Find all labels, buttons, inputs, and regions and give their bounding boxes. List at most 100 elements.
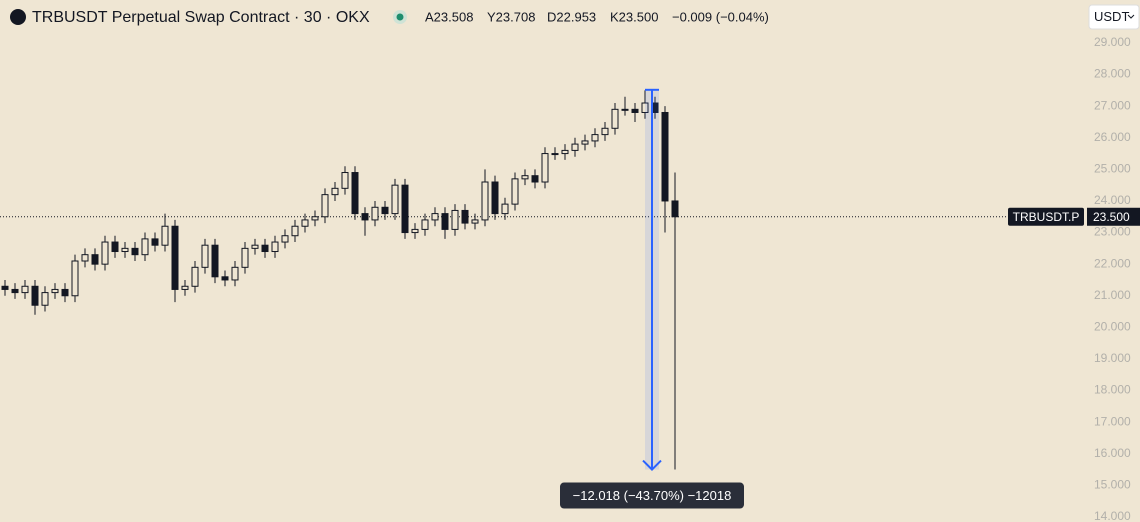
y-tick-label: 18.000 [1094, 383, 1131, 397]
candle-body [211, 244, 219, 278]
candle-body [331, 187, 339, 196]
currency-label[interactable]: USDT [1094, 9, 1129, 24]
candle-body [271, 241, 279, 253]
status-dot [396, 13, 404, 21]
candle-body [601, 127, 609, 136]
y-tick-label: 22.000 [1094, 256, 1131, 270]
quote-value: Y23.708 [487, 9, 535, 24]
y-tick-label: 16.000 [1094, 446, 1131, 460]
candle-body [611, 108, 619, 129]
candle-body [261, 244, 269, 253]
candle-body [231, 266, 239, 281]
candle-body [531, 175, 539, 183]
candle-body [181, 285, 189, 290]
candle-body [511, 178, 519, 205]
quote-value: −0.009 (−0.04%) [672, 9, 769, 24]
candle-body [581, 140, 589, 145]
candle-body [501, 203, 509, 215]
candle-body [341, 172, 349, 189]
candle-body [641, 102, 649, 113]
candle-body [541, 153, 549, 183]
candle-body [161, 225, 169, 246]
price-box [1087, 207, 1140, 226]
y-tick-label: 26.000 [1094, 130, 1131, 144]
candle-body [471, 219, 479, 224]
y-tick-label: 19.000 [1094, 351, 1131, 365]
currency-button[interactable] [1088, 4, 1140, 30]
candle-body [431, 213, 439, 221]
candle-body [411, 228, 419, 234]
measure-arrow [642, 459, 662, 471]
candle-body [391, 184, 399, 215]
candle-body [661, 111, 669, 202]
chart-title: TRBUSDT Perpetual Swap Contract · 30 · O… [32, 9, 370, 26]
candle-body [71, 260, 79, 297]
y-tick-label: 29.000 [1094, 35, 1131, 49]
candle-body [11, 288, 19, 294]
candle-body [571, 143, 579, 151]
logo [10, 9, 26, 25]
candle-body [1, 285, 9, 290]
candle-body [381, 206, 389, 215]
y-tick-label: 15.000 [1094, 478, 1131, 492]
y-tick-label: 17.000 [1094, 414, 1131, 428]
candle-body [21, 285, 29, 294]
candle-body [311, 216, 319, 221]
candle-body [631, 108, 639, 113]
candle-body [241, 247, 249, 268]
quote-value: D22.953 [547, 9, 596, 24]
candle-body [351, 172, 359, 215]
candle-body [461, 209, 469, 224]
candle-body [361, 213, 369, 221]
candle-body [251, 244, 259, 249]
candle-body [171, 225, 179, 290]
candle-body [371, 206, 379, 221]
candle-body [31, 285, 39, 306]
candle-body [191, 266, 199, 287]
candle-body [201, 244, 209, 268]
candle-body [301, 219, 309, 227]
symbol-label: TRBUSDT.P [1013, 210, 1080, 224]
candle-body [121, 247, 129, 253]
candle-body [51, 288, 59, 294]
candle-body [491, 181, 499, 215]
candle-body [291, 225, 299, 237]
y-tick-label: 25.000 [1094, 162, 1131, 176]
measure-box [560, 482, 744, 509]
candle-body [441, 213, 449, 230]
candle-body [401, 184, 409, 234]
chevron [1127, 14, 1135, 19]
candle-body [81, 254, 89, 262]
candle-body [321, 194, 329, 218]
candle-body [671, 200, 679, 218]
candle-body [521, 175, 529, 180]
candle-body [141, 238, 149, 256]
y-tick-label: 24.000 [1094, 193, 1131, 207]
candle-body [221, 276, 229, 281]
candle-body [91, 254, 99, 265]
y-tick-label: 23.000 [1094, 225, 1131, 239]
y-tick-label: 27.000 [1094, 98, 1131, 112]
y-tick-label: 28.000 [1094, 67, 1131, 81]
candle-body [151, 238, 159, 246]
candle-body [61, 288, 69, 297]
price-label: 23.500 [1093, 210, 1130, 224]
candle-body [281, 235, 289, 243]
candle-body [591, 134, 599, 142]
candle-body [551, 153, 559, 156]
y-tick-label: 20.000 [1094, 320, 1131, 334]
quote-value: A23.508 [425, 9, 473, 24]
measure-label: −12.018 (−43.70%) −12018 [573, 488, 732, 503]
y-tick-label: 21.000 [1094, 288, 1131, 302]
candle-body [481, 181, 489, 221]
candle-body [621, 108, 629, 111]
y-tick-label: 14.000 [1094, 509, 1131, 522]
candle-body [451, 209, 459, 230]
candle-body [41, 292, 49, 306]
candle-body [101, 241, 109, 265]
candle-body [131, 247, 139, 256]
candle-body [111, 241, 119, 253]
candle-body [421, 219, 429, 230]
